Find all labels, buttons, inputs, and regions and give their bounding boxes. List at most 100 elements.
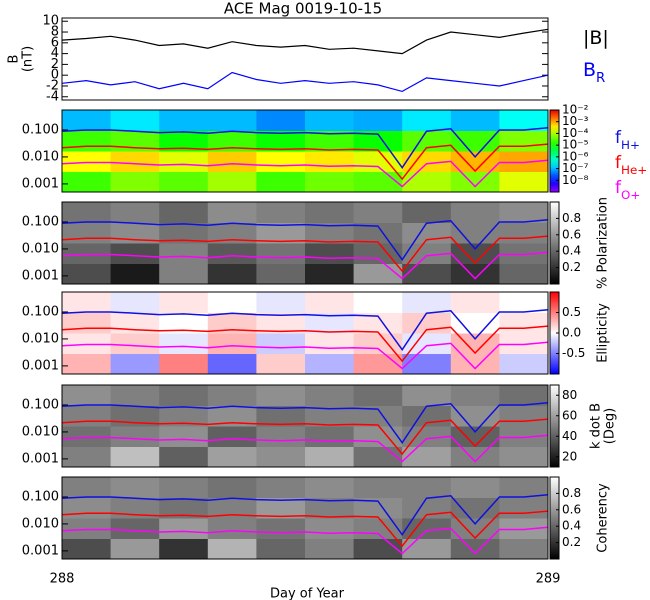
gyrofrequency-line [61,143,549,181]
gyrofrequency-line [61,434,549,463]
spectrogram-cell [305,202,355,223]
spectrogram-cell [62,426,112,447]
y-tick-label: 0.010 [22,516,59,531]
y-tick-label: 0.100 [22,214,59,229]
legend-subscript: O+ [621,188,640,202]
spectrogram-cell [159,243,209,264]
spectrogram-cell [62,446,112,468]
y-tick-label: 0.010 [22,241,59,256]
spectrogram-cell [450,110,500,131]
spectrogram-cell [159,222,209,244]
spectrogram-cell [402,171,452,193]
spectrogram-cell [402,446,452,468]
spectrogram-cell [499,497,549,519]
spectrogram-cell [62,130,112,152]
spectrogram-cell [305,171,355,193]
spectrogram-cell [207,202,257,223]
spectrogram-cell [207,312,257,334]
spectrogram-cell [305,151,355,172]
spectrogram-cell [159,518,209,539]
x-tick-label: 288 [50,572,75,587]
spectrogram-cell [256,243,306,264]
spectrogram-cell [450,426,500,447]
colorbar-tick-label: 0.6 [562,502,581,516]
spectrogram-cell [110,243,160,264]
spectrogram-cell [353,110,403,131]
spectrogram-cell [402,202,452,223]
y-tick-label: 8 [51,25,59,40]
legend-label: fO+ [615,178,640,202]
spectrogram-cell [159,538,209,560]
spectrogram-cell [207,405,257,427]
spectrogram-cell [256,171,306,193]
colorbar-tick-label: 60 [562,408,577,422]
spectrogram-cell [159,312,209,334]
spectrogram-cell [256,446,306,468]
spectrogram-cell [256,426,306,447]
spectrogram-cell [450,222,500,244]
spectrogram-cell [450,385,500,406]
colorbar [549,109,560,193]
legend-name: |B| [583,27,609,49]
spectrogram-cell [353,151,403,172]
colorbar-tick-label: 40 [562,429,577,443]
spectrogram-cell [62,497,112,519]
spectrogram-cell [499,312,549,334]
y-axis-label: (nT) [21,46,36,72]
y-tick-label: 0.001 [22,268,59,283]
spectrogram-cell [305,497,355,519]
panel-frame [61,384,549,468]
spectrogram-cell [110,353,160,375]
spectrogram-cell [159,446,209,468]
spectrogram-cell [499,263,549,285]
spectrogram-cell [353,171,403,193]
y-tick-label: 0.100 [22,397,59,412]
spectrogram-cell [305,518,355,539]
spectrogram-cell [450,202,500,223]
spectrogram-cell [207,130,257,152]
spectrogram-cell [62,385,112,406]
spectrogram-cell [256,202,306,223]
legend-label: fHe+ [615,153,647,177]
spectrogram-cell [62,333,112,354]
spectrogram-cell [62,477,112,498]
legend-name: f [615,178,622,198]
spectrogram-cell [450,243,500,264]
spectrogram-cell [256,292,306,313]
legend-subscript: He+ [621,163,647,177]
legend-name: f [615,153,622,173]
spectrogram-cell [402,518,452,539]
spectrogram-cell [110,518,160,539]
legend-label: |B| [583,27,609,49]
spectrogram-cell [402,110,452,131]
spectrogram-cell [305,110,355,131]
y-tick-label: -4 [46,89,59,104]
gyrofrequency-line [61,127,549,170]
spectrogram-cell [353,446,403,468]
spectrogram-cell [499,385,549,406]
spectrogram-cell [207,353,257,375]
spectrogram-cell [62,292,112,313]
y-tick-label: 0.001 [22,176,59,191]
colorbar-tick-label: 0.0 [562,326,581,340]
spectrogram-cell [353,497,403,519]
x-axis-label: Day of Year [270,587,345,600]
spectrogram-cell [305,426,355,447]
spectrogram-cell [159,405,209,427]
spectrogram-cell [62,405,112,427]
spectrogram-cell [353,222,403,244]
colorbar-tick-label: 0.6 [562,227,581,241]
spectrogram-cell [353,426,403,447]
y-tick-label: 0.100 [22,122,59,137]
spectrogram-cell [110,202,160,223]
spectrogram-cell [499,477,549,498]
y-tick-label: 6 [51,35,59,50]
gyrofrequency-line [61,325,549,363]
colorbar-tick-label: 0.2 [562,260,581,274]
spectrogram-cell [256,477,306,498]
spectrogram-cell [207,538,257,560]
spectrogram-cell [159,171,209,193]
y-tick-label: 0.001 [22,451,59,466]
chart-title: ACE Mag 0019-10-15 [224,0,382,18]
